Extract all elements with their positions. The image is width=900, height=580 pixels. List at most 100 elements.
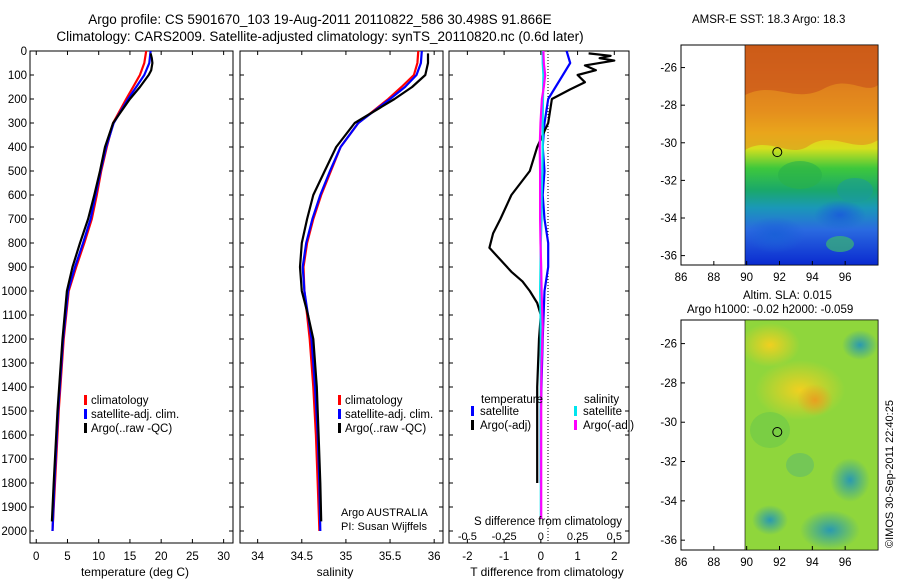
legend-salinity-heading: salinity (584, 394, 619, 406)
salinity-lines (298, 50, 430, 532)
depth-tick-label: 1200 (1, 334, 27, 346)
series-line (539, 50, 572, 483)
depth-tick-label: 1400 (1, 382, 27, 394)
map-y-tick-label: -28 (660, 100, 677, 112)
x-tick-label: 34.5 (291, 551, 313, 563)
temperature-panel-frame (29, 50, 234, 544)
temperature-legend: climatology satellite-adj. clim. Argo(..… (84, 395, 179, 435)
difference-xlabel-top: S difference from climatology (474, 516, 622, 528)
legend-temperature-heading: temperature (481, 394, 543, 406)
map-x-tick-label: 96 (839, 272, 852, 284)
depth-tick-label: 1600 (1, 430, 27, 442)
map-y-tick-label: -34 (660, 213, 677, 225)
x-tick-label: 25 (186, 551, 199, 563)
map-x-tick-label: 90 (740, 272, 753, 284)
depth-tick-label: 700 (8, 214, 27, 226)
legend-argo: Argo(..raw -QC) (91, 423, 172, 435)
map-x-tick-label: 86 (675, 272, 688, 284)
map-y-tick-label: -26 (660, 63, 677, 75)
sla-map-title-line2: Argo h1000: -0.02 h2000: -0.059 (687, 304, 854, 316)
x-tick-label: 36 (428, 551, 441, 563)
map-x-tick-label: 88 (707, 272, 720, 284)
depth-tick-label: 800 (8, 238, 27, 250)
temperature-x-axis: 0 5 10 15 20 25 30 (33, 51, 230, 563)
argo-location-marker (772, 147, 783, 158)
series-line (301, 50, 423, 532)
x-tick-label: 5 (64, 551, 70, 563)
map-y-tick-label: -32 (660, 457, 677, 469)
depth-tick-label: 1000 (1, 286, 27, 298)
top-tick-label: -0.25 (492, 531, 517, 543)
sst-map (680, 44, 879, 266)
map-x-tick-label: 92 (773, 557, 786, 569)
x-tick-label: 10 (92, 551, 105, 563)
sst-map-title: AMSR-E SST: 18.3 Argo: 18.3 (692, 14, 846, 26)
temperature-lines (50, 50, 154, 532)
top-tick-label: 0 (538, 531, 544, 543)
map-x-tick-label: 90 (740, 557, 753, 569)
difference-x-axis: -2 -1 0 1 2 (462, 51, 618, 563)
map-x-tick-label: 96 (839, 557, 852, 569)
map-y-tick-label: -36 (660, 535, 677, 547)
depth-tick-label: 500 (8, 166, 27, 178)
legend-s-satellite: satellite (583, 406, 622, 418)
difference-lines (488, 50, 616, 519)
depth-tick-label: 1100 (2, 310, 27, 322)
top-tick-label: -0.5 (458, 531, 477, 543)
legend-climatology: climatology (91, 395, 149, 407)
profile-title: Argo profile: CS 5901670_103 19-Aug-2011… (88, 12, 552, 27)
top-tick-label: 0.25 (567, 531, 588, 543)
map-y-tick-label: -36 (660, 251, 677, 263)
legend-s-argo: Argo(-adj) (583, 420, 634, 432)
legend-climatology: climatology (345, 395, 403, 407)
depth-tick-label: 1900 (1, 502, 27, 514)
map-x-tick-label: 94 (806, 557, 819, 569)
x-tick-label: 1 (574, 551, 580, 563)
x-tick-label: 20 (155, 551, 168, 563)
salinity-panel-frame (239, 50, 444, 544)
legend-satellite: satellite-adj. clim. (91, 409, 179, 421)
x-tick-label: 30 (217, 551, 230, 563)
salinity-xlabel: salinity (317, 565, 354, 579)
temperature-xlabel: temperature (deg C) (81, 565, 189, 579)
depth-tick-label: 1500 (1, 406, 27, 418)
legend-t-satellite: satellite (480, 406, 519, 418)
salinity-legend: climatology satellite-adj. clim. Argo(..… (338, 395, 433, 533)
depth-tick-label: 300 (8, 118, 27, 130)
x-tick-label: 2 (611, 551, 617, 563)
depth-tick-label: 400 (8, 142, 27, 154)
legend-satellite: satellite-adj. clim. (345, 409, 433, 421)
top-tick-label: 0.5 (607, 531, 622, 543)
x-tick-label: 0 (538, 551, 544, 563)
map-x-tick-label: 94 (806, 272, 819, 284)
map-x-tick-label: 86 (675, 557, 688, 569)
series-line (302, 50, 420, 532)
sst-heatmap (745, 45, 878, 265)
x-tick-label: 34 (251, 551, 264, 563)
difference-legend: temperature satellite Argo(-adj) salinit… (471, 394, 634, 432)
sla-map (680, 319, 879, 551)
x-tick-label: 15 (124, 551, 137, 563)
x-tick-label: -2 (462, 551, 472, 563)
x-tick-label: 35 (340, 551, 353, 563)
difference-top-ticks: -0.5 -0.25 0 0.25 0.5 (458, 531, 622, 543)
argo-australia-label: Argo AUSTRALIA (341, 507, 428, 519)
series-line (488, 52, 616, 483)
depth-tick-label: 100 (8, 70, 27, 82)
legend-t-argo: Argo(-adj) (480, 420, 531, 432)
x-tick-label: -1 (499, 551, 509, 563)
depth-tick-label: 200 (8, 94, 27, 106)
depth-tick-label: 1800 (1, 478, 27, 490)
depth-tick-label: 600 (8, 190, 27, 202)
map-x-tick-label: 92 (773, 272, 786, 284)
series-line (298, 53, 430, 522)
sla-heatmap (745, 320, 878, 550)
sla-map-title-line1: Altim. SLA: 0.015 (743, 290, 832, 302)
map-y-tick-label: -32 (660, 175, 677, 187)
argo-location-marker (772, 427, 783, 438)
series-line (538, 50, 547, 519)
salinity-x-axis: 34 34.5 35 35.5 36 (251, 51, 441, 563)
legend-argo: Argo(..raw -QC) (345, 423, 426, 435)
depth-tick-label: 2000 (1, 526, 27, 538)
